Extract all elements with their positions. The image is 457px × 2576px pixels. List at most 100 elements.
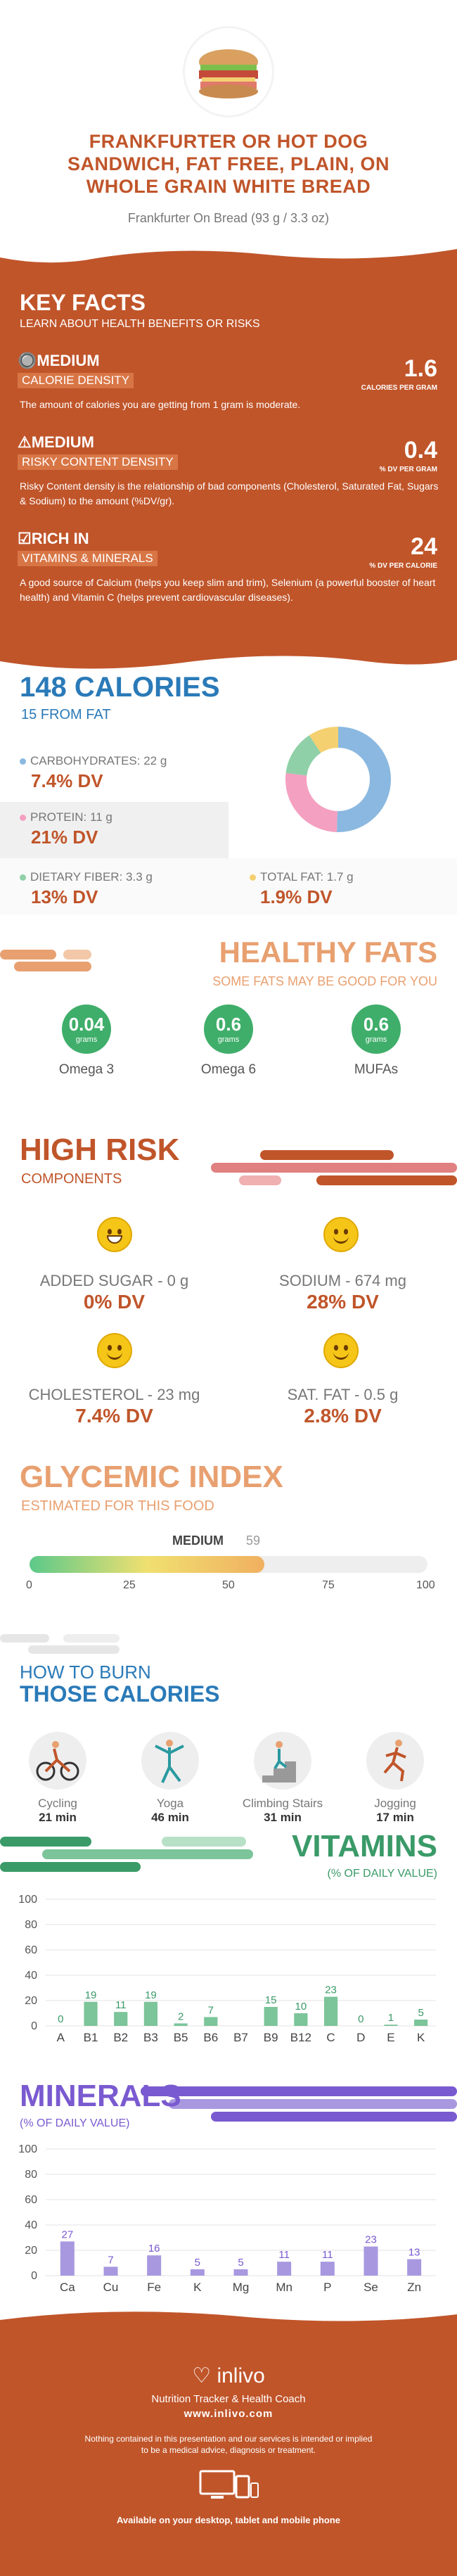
- footer-url[interactable]: www.inlivo.com: [184, 2408, 273, 2420]
- x-tick-label: Fe: [147, 2281, 161, 2294]
- y-tick-label: 20: [25, 1995, 37, 2007]
- brand-logo: ♡ inlivo: [192, 2364, 265, 2387]
- rich-label: VITAMINS & MINERALS: [18, 551, 157, 566]
- disclaimer-1: Nothing contained in this presentation a…: [84, 2434, 373, 2444]
- calorie-level: 🔘MEDIUM: [18, 352, 100, 369]
- bar: [204, 2017, 218, 2026]
- y-tick-label: 80: [25, 1919, 37, 1931]
- activity-stairs: Climbing Stairs 31 min: [240, 1732, 325, 1825]
- protein-dot: [20, 815, 26, 821]
- bar-value-label: 11: [278, 2249, 290, 2261]
- mufas-label: MUFAs: [354, 1062, 399, 1077]
- bar-value-label: 19: [145, 1989, 157, 2001]
- protein-slice: [285, 727, 391, 832]
- healthy-fats-decor: [0, 950, 91, 971]
- minerals-subtitle: (% OF DAILY VALUE): [20, 2117, 130, 2129]
- bar: [60, 2241, 75, 2276]
- from-fat: 15 FROM FAT: [21, 707, 111, 722]
- bar: [103, 2266, 118, 2276]
- fat-slice: [285, 727, 391, 832]
- y-tick-label: 100: [18, 2143, 37, 2155]
- y-tick-label: 80: [25, 2169, 37, 2181]
- calorie-density-text: The amount of calories you are getting f…: [20, 399, 301, 410]
- x-tick-label: Mg: [233, 2281, 250, 2294]
- high-risk-subtitle: COMPONENTS: [21, 1171, 122, 1187]
- bar-value-label: 23: [365, 2234, 377, 2246]
- sodium-dv: 28% DV: [307, 1291, 379, 1313]
- omega6-label: Omega 6: [200, 1062, 257, 1077]
- fat-dv: 1.9% DV: [260, 886, 333, 907]
- heart-icon: ♡: [192, 2364, 212, 2387]
- risky-density-unit: % DV PER GRAM: [379, 466, 437, 473]
- healthy-fats-title: HEALTHY FATS: [219, 936, 437, 969]
- glycemic-subtitle: ESTIMATED FOR THIS FOOD: [21, 1498, 214, 1514]
- rich-text: A good source of Calcium (helps you keep…: [20, 577, 436, 603]
- x-tick-label: C: [326, 2031, 335, 2044]
- bar-value-label: 0: [58, 2013, 63, 2025]
- omega6-circle: 0.6 grams: [204, 1005, 253, 1054]
- y-tick-label: 60: [25, 2194, 37, 2206]
- tick-label: 100: [416, 1579, 435, 1591]
- tick-label: 50: [222, 1579, 235, 1591]
- high-risk-title: HIGH RISK: [20, 1133, 180, 1167]
- bar-value-label: 5: [195, 2257, 200, 2269]
- rich-value: 24: [411, 533, 437, 560]
- burn-title-1: HOW TO BURN: [20, 1662, 151, 1683]
- x-tick-label: B5: [174, 2031, 188, 2044]
- protein-dv: 21% DV: [31, 827, 98, 848]
- bar: [277, 2262, 292, 2276]
- mufas-circle: 0.6 grams: [352, 1005, 401, 1054]
- checkbox-icon: ☑: [18, 530, 32, 547]
- macro-donut-chart: [285, 727, 391, 832]
- tick-label: 75: [322, 1579, 335, 1591]
- minerals-chart: 100 80 60 40 20 0 27 Ca 7 Cu 16 Fe 5 K 5 Mg 11 Mn 11 P 23 Se 1…: [18, 2143, 436, 2294]
- x-tick-label: B9: [264, 2031, 278, 2044]
- omega3-label: Omega 3: [58, 1062, 115, 1077]
- y-tick-label: 100: [18, 1894, 37, 1906]
- risky-level: ⚠MEDIUM: [18, 433, 94, 451]
- bar-value-label: 1: [388, 2012, 394, 2024]
- footer: ♡ inlivo Nutrition Tracker & Health Coac…: [0, 2307, 457, 2576]
- x-tick-label: Se: [363, 2281, 378, 2294]
- neutral-face-icon: [323, 1217, 359, 1252]
- y-tick-label: 40: [25, 2219, 37, 2231]
- protein-band: [0, 802, 228, 858]
- added-sugar-dv: 0% DV: [83, 1291, 146, 1313]
- happy-face-icon: [97, 1217, 132, 1252]
- omega3-circle: 0.04 grams: [62, 1005, 111, 1054]
- fiber-band: [0, 858, 457, 914]
- bar: [363, 2246, 378, 2276]
- protein-label: PROTEIN: 11 g: [20, 810, 112, 824]
- high-risk-decor: [211, 1150, 457, 1185]
- bar-value-label: 10: [295, 2001, 307, 2013]
- burn-decor: [0, 1634, 120, 1654]
- tick-label: 0: [26, 1579, 32, 1591]
- bar-value-label: 5: [238, 2257, 243, 2269]
- tick-label: 25: [123, 1579, 136, 1591]
- bar-value-label: 11: [115, 1999, 127, 2011]
- page-title: FRANKFURTER OR HOT DOG SANDWICH, FAT FRE…: [28, 130, 429, 198]
- bar-value-label: 23: [325, 1984, 337, 1996]
- bar-value-label: 13: [408, 2247, 420, 2259]
- title-line-1: FRANKFURTER OR HOT DOG: [89, 131, 368, 152]
- activity-jogging: Jogging 17 min: [353, 1732, 437, 1825]
- x-tick-label: B1: [84, 2031, 98, 2044]
- x-tick-label: K: [417, 2031, 425, 2044]
- bar: [294, 2013, 308, 2026]
- title-line-2: SANDWICH, FAT FREE, PLAIN, ON: [67, 153, 390, 174]
- calorie-density-label: CALORIE DENSITY: [18, 373, 134, 388]
- bar-value-label: 7: [108, 2254, 113, 2266]
- activity-yoga: Yoga 46 min: [128, 1732, 212, 1825]
- carbs-dv: 7.4% DV: [31, 770, 103, 791]
- glycemic-ticks: 0 25 50 75 100: [26, 1579, 435, 1593]
- serving-size: Frankfurter On Bread (93 g / 3.3 oz): [127, 211, 330, 225]
- y-tick-label: 40: [25, 1970, 37, 1982]
- disclaimer-2: to be a medical advice, diagnosis or tre…: [141, 2445, 316, 2455]
- vitamins-title: VITAMINS: [292, 1829, 437, 1863]
- carbs-dot: [20, 758, 26, 765]
- y-tick-label: 60: [25, 1944, 37, 1956]
- key-facts-subheading: LEARN ABOUT HEALTH BENEFITS OR RISKS: [20, 318, 260, 330]
- sat-fat-label: SAT. FAT - 0.5 g: [287, 1386, 399, 1403]
- fat-dot: [250, 874, 256, 881]
- bar: [414, 2020, 428, 2026]
